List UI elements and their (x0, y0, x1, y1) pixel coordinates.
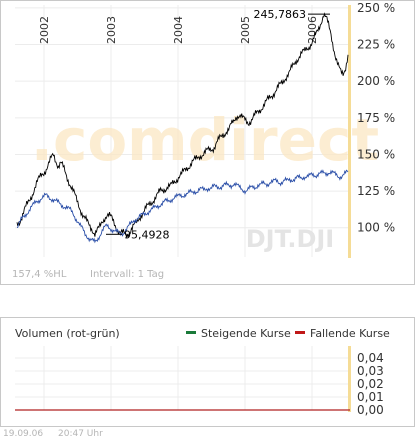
max-value-label: 245,7863 (254, 8, 307, 21)
y-tick-label: 175 % (357, 111, 395, 125)
price-chart: .comdirect DJT.DJI 2002 2003 2004 2005 2006 … (15, 1, 395, 258)
y-tick-label: 150 % (357, 147, 395, 161)
volume-grid (15, 346, 350, 411)
volume-y-tick-label: 0,01 (357, 390, 384, 404)
volume-current-bar (348, 346, 351, 412)
x-axis-ticks: 2002 2003 2004 2005 2006 (38, 16, 319, 44)
y-tick-label: 200 % (357, 74, 395, 88)
performance-label: 157,4 %HL (12, 269, 67, 280)
series-group (16, 12, 349, 244)
volume-y-tick-label: 0,00 (357, 403, 384, 417)
legend-label-rising: Steigende Kurse (201, 327, 291, 340)
y-tick-label: 225 % (357, 38, 395, 52)
y-tick-label: 100 % (357, 221, 395, 235)
series-line-black (16, 12, 349, 238)
interval-label: Intervall: 1 Tag (90, 269, 165, 280)
min-value-label: 95,4928 (124, 228, 170, 241)
x-tick-label: 2006 (306, 16, 319, 44)
current-value-bar (348, 5, 351, 258)
legend-label-falling: Fallende Kurse (310, 327, 390, 340)
legend-swatch-falling (295, 331, 305, 334)
timestamp-date: 19.09.06 (3, 429, 44, 439)
series-line-blue (16, 169, 349, 244)
volume-title: Volumen (rot-grün) (15, 327, 120, 340)
y-tick-label: 125 % (357, 184, 395, 198)
volume-y-ticks: 0,040,030,020,010,00 (357, 351, 384, 417)
y-tick-label: 250 % (357, 1, 395, 15)
x-tick-label: 2003 (105, 16, 118, 44)
x-tick-label: 2005 (239, 16, 252, 44)
symbol-watermark: DJT.DJI (246, 225, 334, 253)
price-chart-panel (0, 0, 415, 285)
volume-y-tick-label: 0,04 (357, 351, 384, 365)
volume-y-tick-label: 0,02 (357, 377, 384, 391)
volume-chart-panel (0, 317, 415, 427)
volume-y-tick-label: 0,03 (357, 364, 384, 378)
timestamp-time: 20:47 Uhr (58, 429, 103, 439)
y-axis-ticks: 100 % 125 % 150 % 175 % 200 % 225 % 250 % (357, 1, 395, 235)
legend-swatch-rising (186, 331, 196, 334)
comdirect-watermark: .comdirect (31, 106, 379, 174)
annotations: 245,7863 95,4928 (106, 8, 330, 241)
x-tick-label: 2002 (38, 16, 51, 44)
x-tick-label: 2004 (172, 16, 185, 44)
